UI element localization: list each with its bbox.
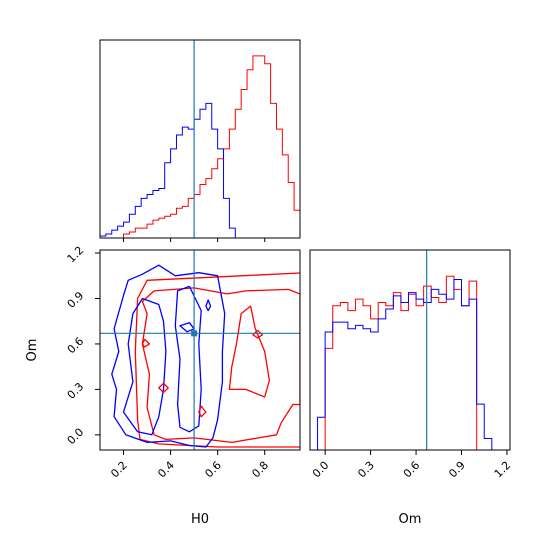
contour-red-7 <box>158 382 169 394</box>
joint-truth-marker <box>191 330 198 337</box>
joint-ytick-label-2: 0.6 <box>65 335 87 357</box>
h0-marginal-panel <box>99 39 301 242</box>
joint-ytick-label-3: 0.9 <box>65 289 87 311</box>
om-xtick-label-2: 0.6 <box>401 459 423 481</box>
contour-blue-5 <box>174 285 202 433</box>
contour-red-1 <box>134 272 300 448</box>
om-xtick-label-0: 0.0 <box>310 459 332 481</box>
om-marginal-frame <box>309 249 511 451</box>
contour-blue-11 <box>205 299 212 312</box>
contour-red-9 <box>252 329 264 339</box>
joint-xtick-label-3: 0.8 <box>249 459 271 481</box>
joint-ytick-label-0: 0.0 <box>65 426 87 448</box>
om-xtick-label-4: 1.2 <box>492 459 514 481</box>
h0-histogram-blue <box>100 102 242 238</box>
x-axis-label-om: Om <box>399 512 422 527</box>
h0-histogram-red <box>123 55 300 238</box>
contour-red-2 <box>228 305 271 398</box>
contour-blue-4 <box>122 297 167 436</box>
h0-om-joint-panel: 0.2 0.4 0.6 0.8 0.0 0.3 0.6 0.9 1.2 <box>65 244 301 481</box>
joint-xtick-label-1: 0.4 <box>155 459 177 481</box>
joint-frame <box>99 249 301 451</box>
contour-red-0 <box>141 287 300 444</box>
contour-red-8 <box>141 338 151 348</box>
x-axis-label-h0: H0 <box>191 512 209 527</box>
y-axis-label-om: Om <box>25 339 40 362</box>
joint-ytick-label-1: 0.3 <box>65 380 87 402</box>
contour-red-10 <box>198 405 207 418</box>
joint-xtick-label-2: 0.6 <box>202 459 224 481</box>
om-histogram-blue <box>317 279 493 450</box>
om-xtick-label-1: 0.3 <box>355 459 377 481</box>
contour-blue-3 <box>111 264 226 448</box>
h0-marginal-frame <box>99 39 301 239</box>
joint-xtick-label-0: 0.2 <box>108 459 130 481</box>
om-xtick-label-3: 0.9 <box>446 459 468 481</box>
om-marginal-panel: 0.0 0.3 0.6 0.9 1.2 <box>309 249 514 481</box>
joint-ytick-label-4: 1.2 <box>65 244 87 266</box>
